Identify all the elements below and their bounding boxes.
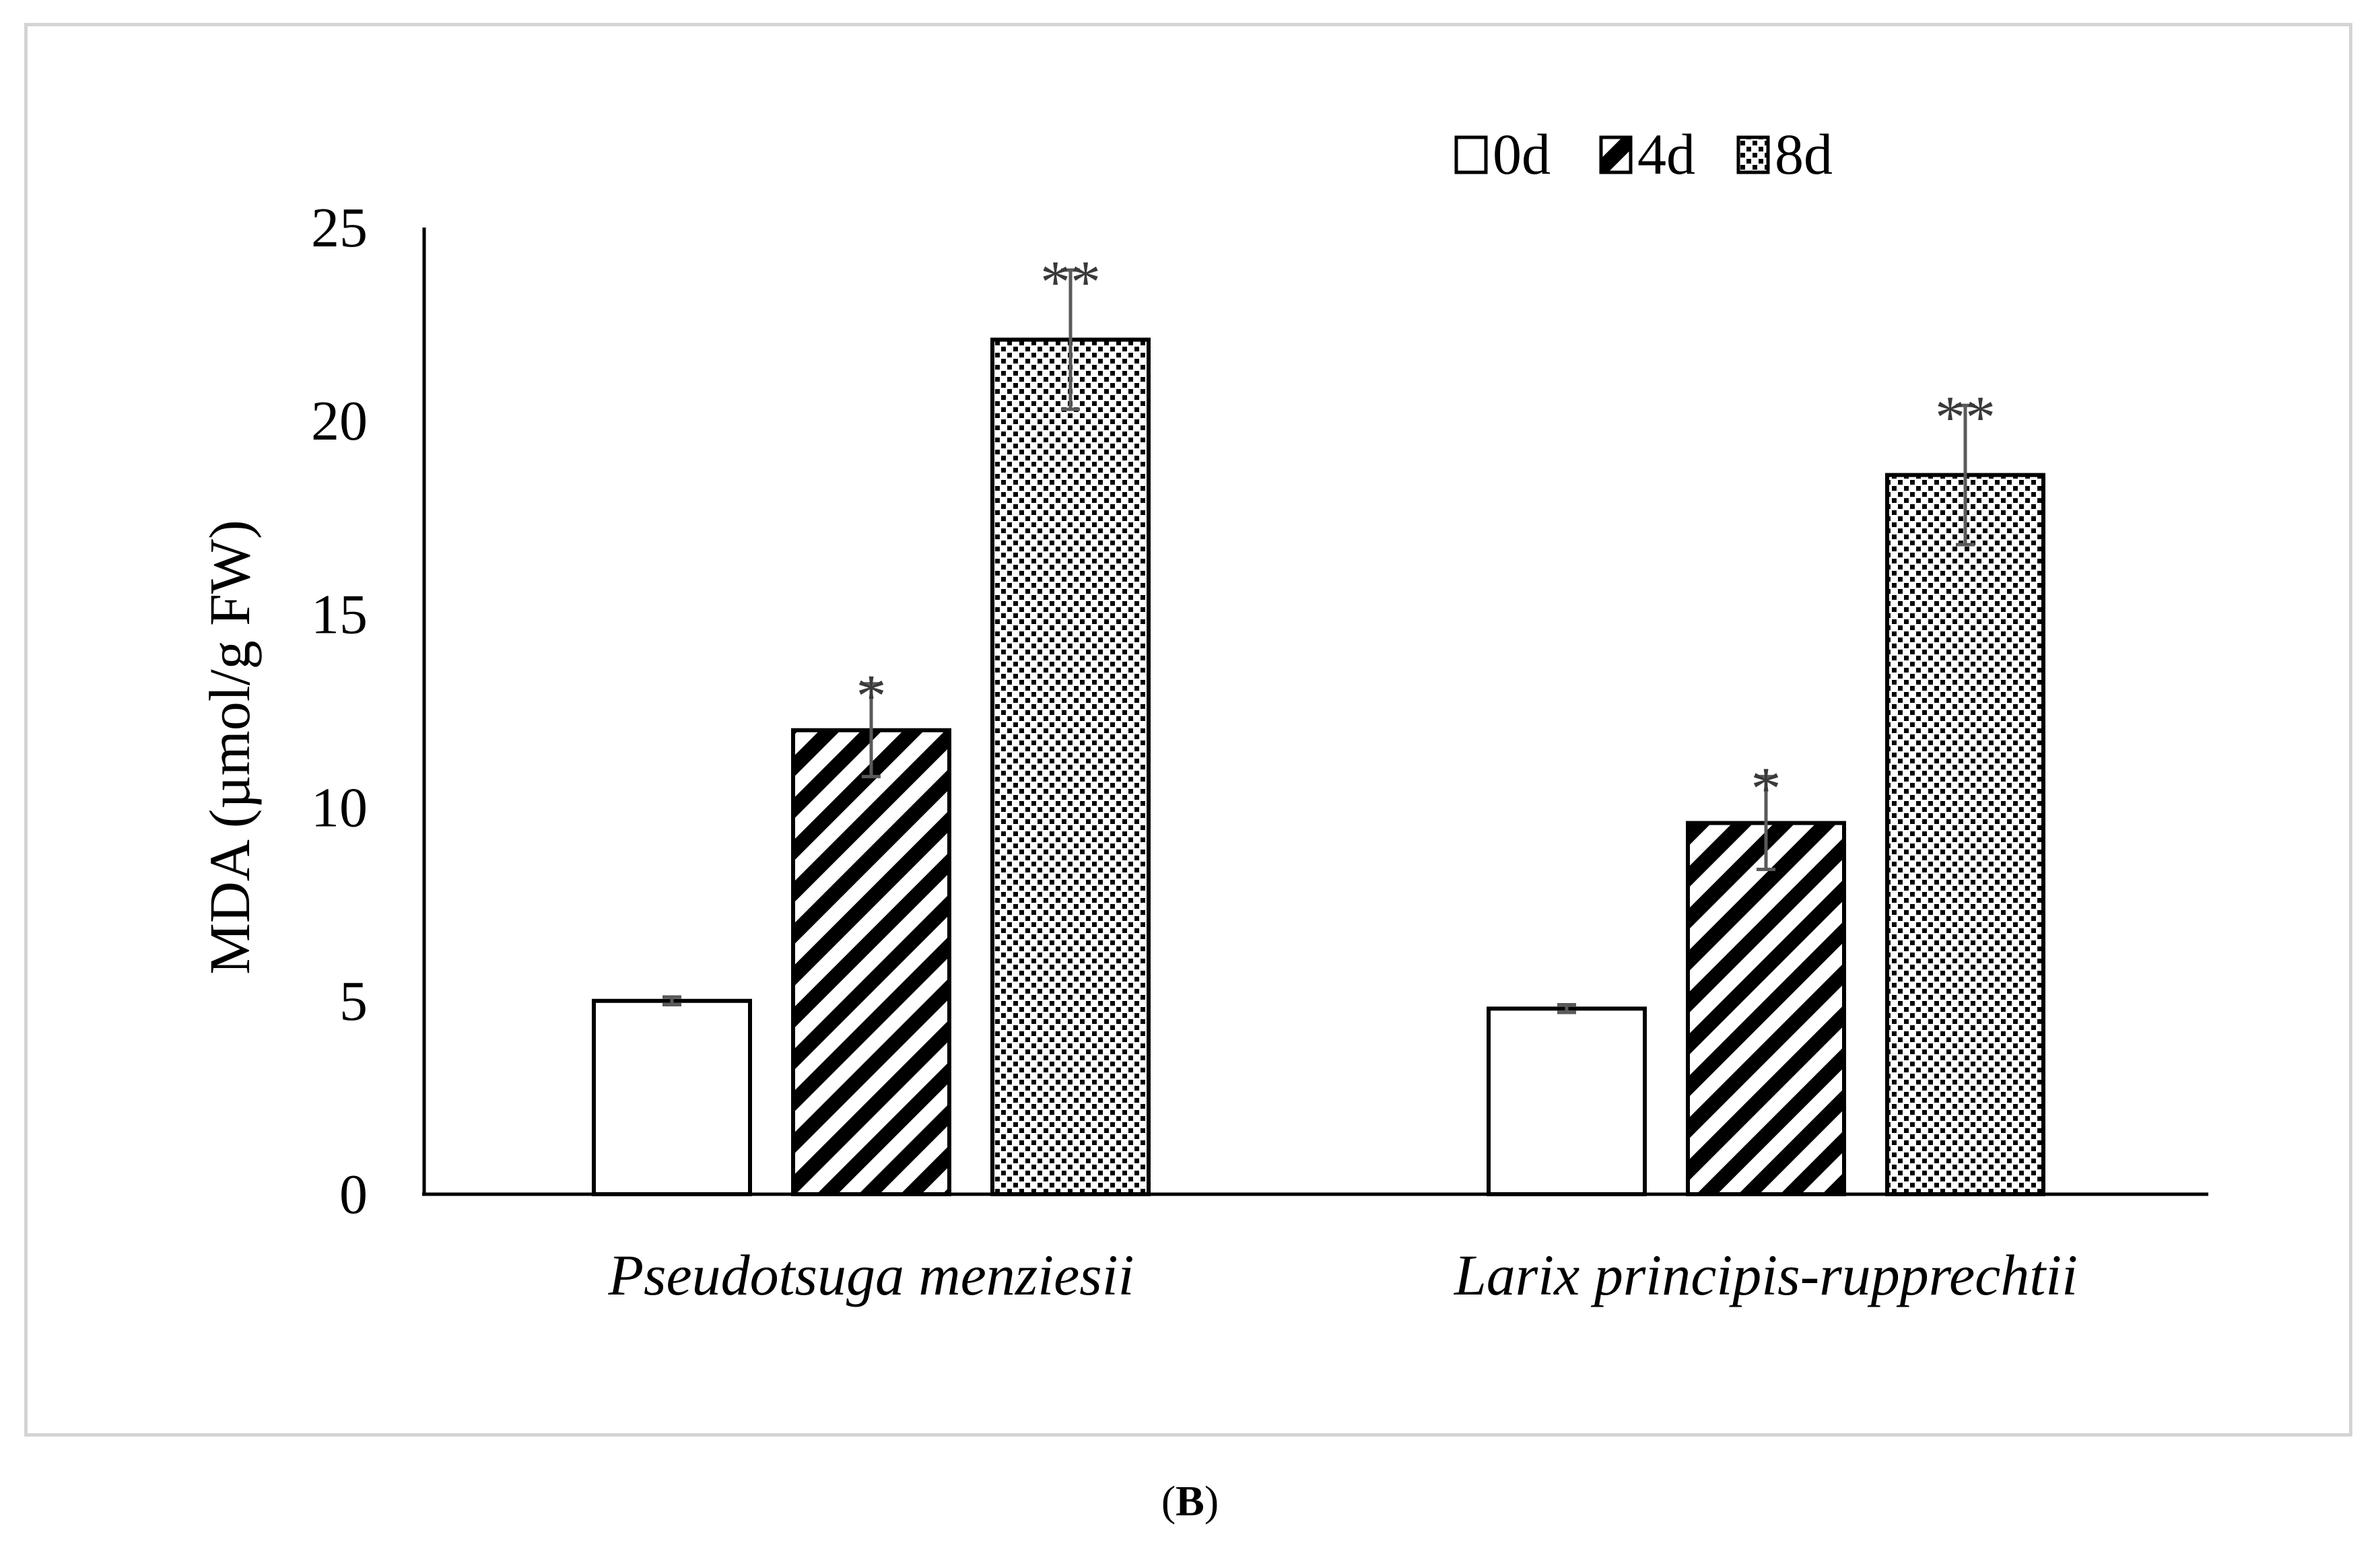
y-tick-label: 10 <box>311 777 368 839</box>
panel-letter: B <box>1176 1477 1204 1525</box>
bar-4d-larix <box>1686 821 1846 1197</box>
error-bar <box>662 995 681 1007</box>
error-bar <box>1956 403 1975 547</box>
error-bar <box>1061 268 1080 411</box>
legend-label-4d: 4d <box>1637 122 1695 186</box>
y-tick-label: 15 <box>311 583 368 646</box>
x-category-label: Larix principis-rupprechtii <box>1453 1243 2078 1307</box>
error-bar <box>1557 1003 1576 1014</box>
bar-4d-pseudotsuga <box>791 728 951 1196</box>
error-bar <box>862 682 881 779</box>
y-tick-label: 5 <box>339 970 368 1033</box>
bar-0d-pseudotsuga <box>592 998 752 1197</box>
bar-0d-larix <box>1487 1006 1647 1196</box>
legend-swatch-0d <box>1454 135 1488 174</box>
legend: 0d 4d 8d <box>1454 122 1833 186</box>
significance-mark: ** <box>1040 249 1101 316</box>
legend-swatch-4d <box>1599 135 1633 174</box>
x-category-label: Pseudotsuga menziesii <box>607 1243 1134 1307</box>
y-axis-label: MDA (µmol/g FW) <box>197 520 262 974</box>
y-tick-label: 20 <box>311 390 368 452</box>
bar-8d-larix <box>1885 473 2045 1197</box>
panel-label: (B) <box>1161 1477 1219 1525</box>
significance-mark: * <box>1751 756 1781 823</box>
error-bar <box>1757 775 1775 872</box>
legend-swatch-8d <box>1736 135 1770 174</box>
y-tick-label: 25 <box>311 197 368 259</box>
legend-label-8d: 8d <box>1775 122 1833 186</box>
y-tick-label: 0 <box>339 1163 368 1226</box>
significance-mark: * <box>856 663 887 730</box>
legend-label-0d: 0d <box>1493 122 1551 186</box>
axes: 0 5 10 15 20 25 Pseudotsuga menziesii Larix pri… <box>311 197 2208 1307</box>
plot-area: ****** <box>592 249 2045 1197</box>
bar-8d-pseudotsuga <box>990 337 1151 1196</box>
significance-mark: ** <box>1935 384 1996 451</box>
